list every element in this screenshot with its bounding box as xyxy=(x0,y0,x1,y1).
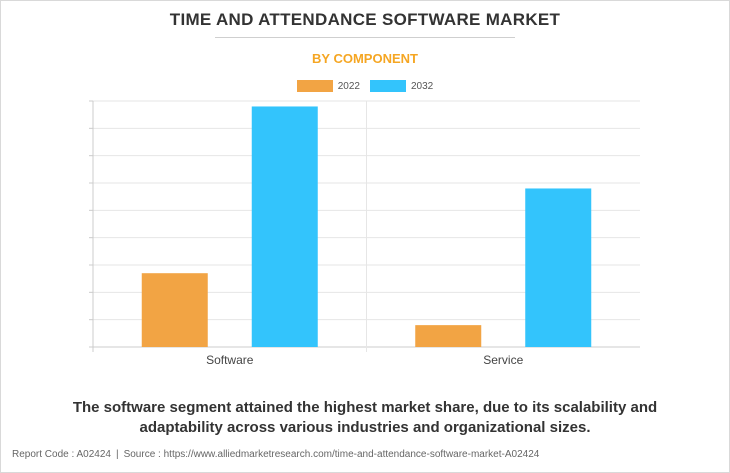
x-tick-label-software: Software xyxy=(206,353,254,367)
source-link[interactable]: Source : https://www.alliedmarketresearc… xyxy=(123,449,540,460)
chart-caption: The software segment attained the highes… xyxy=(72,399,658,436)
bar-software-2022 xyxy=(141,273,208,347)
title-divider xyxy=(215,37,515,38)
legend-swatch-2032 xyxy=(370,80,406,92)
legend-label-2032: 2032 xyxy=(411,80,434,92)
bar-service-2032 xyxy=(525,188,592,347)
chart-title: TIME AND ATTENDANCE SOFTWARE MARKET xyxy=(169,10,561,29)
legend-item-2032[interactable]: 2032 xyxy=(370,80,433,92)
bar-service-2022 xyxy=(415,325,482,347)
chart-subtitle: BY COMPONENT xyxy=(312,51,418,66)
legend-label-2022: 2022 xyxy=(337,80,360,92)
bar-chart-plot: Software Service xyxy=(89,100,640,367)
legend-swatch-2022 xyxy=(296,80,333,92)
x-tick-label-service: Service xyxy=(483,353,523,367)
report-code: Report Code : A02424 xyxy=(12,449,111,460)
legend-item-2022[interactable]: 2022 xyxy=(296,80,360,92)
footer-separator: | xyxy=(115,449,119,460)
legend: 2022 2032 xyxy=(0,80,730,92)
bar-software-2032 xyxy=(251,106,318,347)
footer: Report Code : A02424 | Source : https://ww… xyxy=(12,449,539,460)
